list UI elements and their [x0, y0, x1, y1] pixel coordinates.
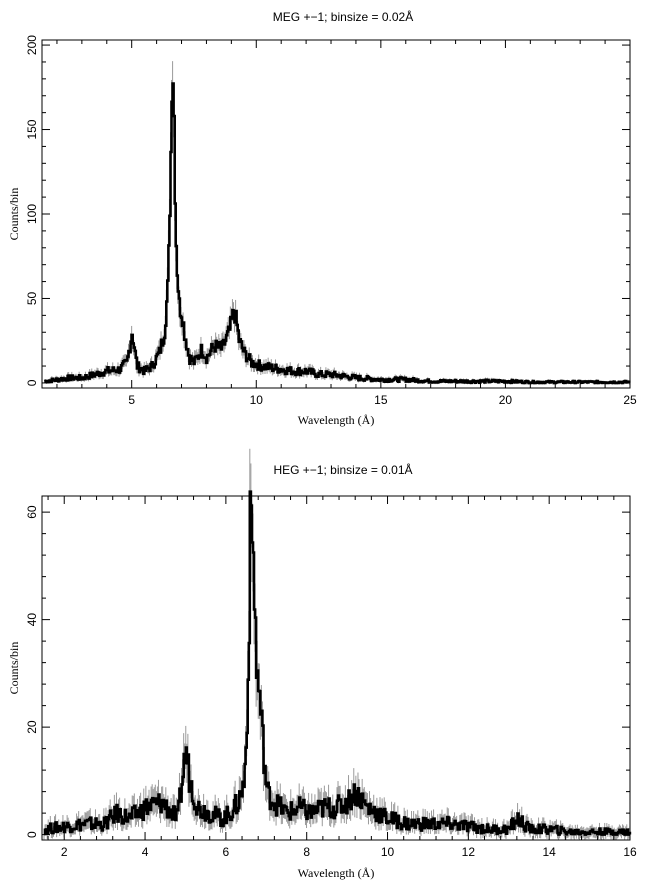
heg-y-tick-label: 0	[25, 831, 39, 838]
meg-x-tick-label: 10	[250, 393, 264, 407]
meg-chart: MEG +−1; binsize = 0.02Å 5 10 15 20 25 0 50 100…	[7, 9, 637, 427]
heg-x-axis-label: Wavelength (Å)	[298, 866, 375, 880]
meg-spectrum-line	[44, 82, 631, 385]
meg-x-tick-label: 15	[374, 393, 388, 407]
heg-chart-title: HEG +−1; binsize = 0.01Å	[273, 462, 412, 477]
heg-x-tick-label: 16	[623, 845, 637, 859]
meg-x-tick-label: 25	[623, 393, 637, 407]
meg-y-tick-label: 0	[25, 379, 39, 386]
heg-x-tick-label: 2	[61, 845, 68, 859]
heg-x-tick-label: 8	[303, 845, 310, 859]
heg-spectrum-line	[43, 490, 632, 836]
meg-axis-ticks: 5 10 15 20 25 0 50 100 150 200	[25, 35, 637, 407]
heg-x-tick-label: 4	[142, 845, 149, 859]
meg-x-axis-label: Wavelength (Å)	[298, 413, 375, 427]
heg-y-tick-label: 60	[25, 505, 39, 519]
heg-error-band	[43, 448, 631, 840]
meg-x-tick-label: 5	[128, 393, 135, 407]
heg-y-tick-label: 20	[25, 720, 39, 734]
meg-y-tick-label: 150	[25, 119, 39, 139]
meg-y-tick-label: 100	[25, 204, 39, 224]
heg-axis-ticks: 2 4 6 8 10 12 14 16 0 20 40 60	[25, 496, 637, 859]
meg-x-tick-label: 20	[499, 393, 513, 407]
meg-y-tick-label: 50	[25, 291, 39, 305]
heg-x-tick-label: 6	[223, 845, 230, 859]
meg-chart-title: MEG +−1; binsize = 0.02Å	[273, 9, 413, 24]
heg-x-tick-label: 14	[542, 845, 556, 859]
heg-x-tick-label: 10	[381, 845, 395, 859]
heg-plot-frame	[41, 495, 631, 841]
heg-y-tick-label: 40	[25, 613, 39, 627]
heg-x-tick-label: 12	[462, 845, 476, 859]
meg-y-tick-label: 200	[25, 35, 39, 55]
heg-y-axis-label: Counts/bin	[7, 642, 21, 695]
heg-chart: HEG +−1; binsize = 0.01Å 2 4 6 8 10 12 14 16 0 20…	[7, 448, 637, 880]
meg-y-axis-label: Counts/bin	[7, 188, 21, 241]
